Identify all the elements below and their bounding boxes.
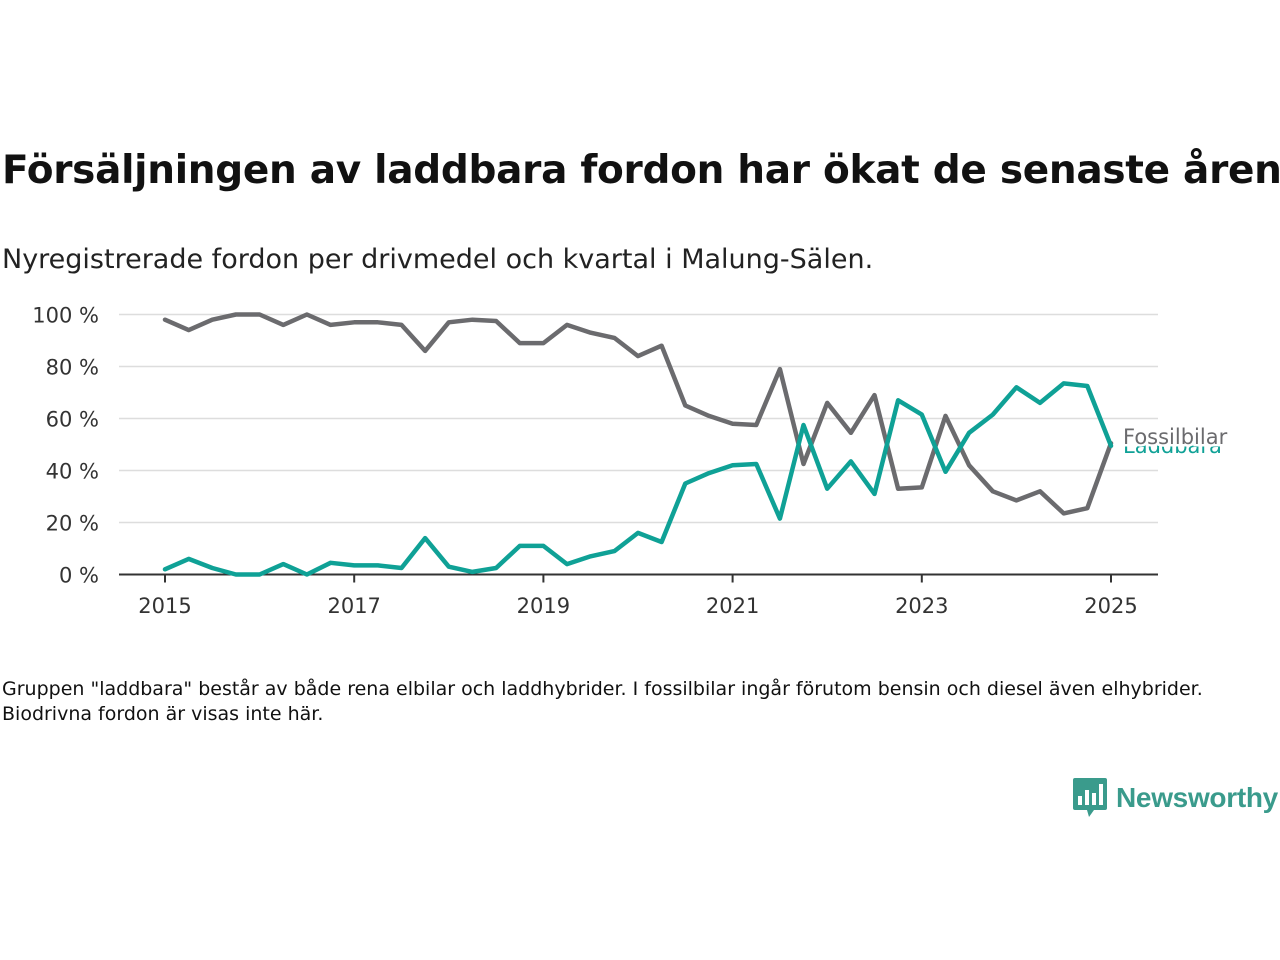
newsworthy-logo[interactable]: Newsworthy <box>1072 776 1278 820</box>
newsworthy-logo-icon <box>1073 778 1107 817</box>
gridlines <box>119 313 1158 524</box>
x-tick-label: 2021 <box>706 594 759 618</box>
series-line-laddbara <box>162 381 1114 577</box>
brand-name: Newsworthy <box>1116 782 1278 813</box>
x-axis <box>119 573 1158 583</box>
x-tick-label: 2015 <box>138 594 191 618</box>
y-tick-label: 20 % <box>46 512 99 536</box>
series-line-fossilbilar <box>162 312 1114 516</box>
y-tick-label: 0 % <box>59 564 99 588</box>
series-label-fossilbilar: Fossilbilar <box>1123 425 1228 449</box>
y-tick-label: 100 % <box>32 304 99 328</box>
chart-title: Försäljningen av laddbara fordon har öka… <box>2 148 1280 193</box>
line-chart: 0 % 20 % 40 % 60 % 80 % 100 % 2015 2017 2019 202… <box>32 304 1231 619</box>
series-label-laddbara: Laddbara <box>1123 434 1222 458</box>
x-axis-ticks: 2015 2017 2019 2021 2023 2025 <box>138 594 1137 618</box>
x-tick-label: 2017 <box>327 594 380 618</box>
y-axis-ticks: 0 % 20 % 40 % 60 % 80 % 100 % <box>32 304 99 588</box>
x-tick-label: 2025 <box>1084 594 1137 618</box>
chart-footnote: Gruppen "laddbara" består av både rena e… <box>2 678 1203 725</box>
y-tick-label: 40 % <box>46 460 99 484</box>
y-tick-label: 60 % <box>46 408 99 432</box>
y-tick-label: 80 % <box>46 356 99 380</box>
series-lines <box>162 312 1114 577</box>
x-tick-label: 2023 <box>895 594 948 618</box>
x-tick-label: 2019 <box>517 594 570 618</box>
chart-subtitle: Nyregistrerade fordon per drivmedel och … <box>2 244 874 275</box>
